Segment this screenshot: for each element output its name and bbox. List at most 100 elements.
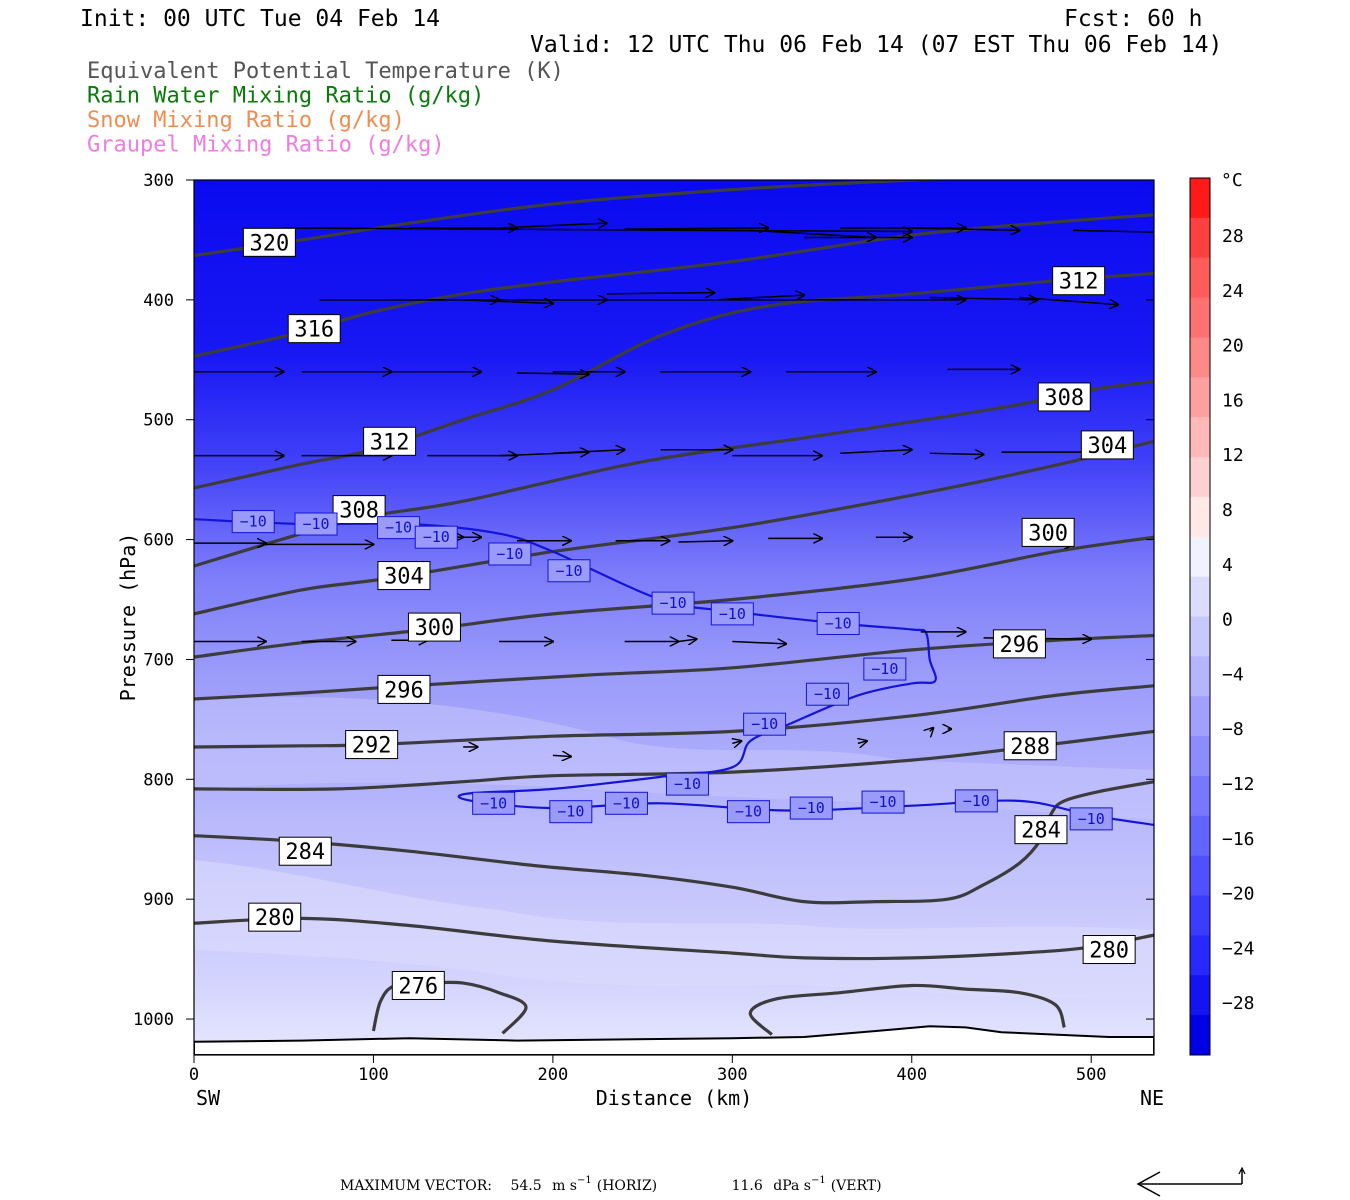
svg-text:−10: −10 [496,545,523,563]
colorbar-unit: °C [1221,170,1243,191]
temperature-contour-label: −10 [710,602,754,626]
y-axis: 300 400 500 600 700 800 900 1000 [133,171,1154,1030]
colorbar-swatch [1190,696,1210,737]
colorbar-swatch [1190,656,1210,697]
svg-text:−10: −10 [963,792,990,810]
theta-e-contour-label: 292 [345,730,399,760]
y-tick-label: 800 [143,770,174,790]
theta-e-contour [194,180,948,258]
temperature-contour-label: −10 [472,791,516,815]
theta-e-contour-label: 296 [377,674,431,704]
colorbar-swatch [1190,975,1210,1016]
temperature-contour-label: −10 [789,796,833,820]
wind-vector [750,229,876,237]
x-tick-label: 300 [717,1065,748,1085]
horiz-exp: −1 [577,1175,592,1186]
svg-text:−10: −10 [480,794,507,812]
wind-vector [552,450,625,454]
field-legend-item: Equivalent Potential Temperature (K) [87,59,564,84]
colorbar-swatch [1190,457,1210,498]
theta-e-contour [194,684,1154,749]
colorbar-label: 16 [1222,390,1244,411]
theta-e-contour-label: 312 [1052,266,1106,296]
shading-band [194,696,1154,820]
svg-text:−10: −10 [869,793,896,811]
svg-text:308: 308 [339,499,379,524]
colorbar-swatch [1190,257,1210,299]
temperature-contour-label: −10 [726,800,770,824]
theta-e-contour-label: 288 [1003,731,1057,761]
theta-e-contour-label: 312 [363,426,417,456]
temperature-contour-label: −10 [954,789,998,813]
theta-e-contour-label: 300 [407,612,461,642]
temperature-contour-label: −10 [816,611,860,635]
svg-text:276: 276 [398,974,438,999]
wind-vector [714,295,804,301]
svg-text:312: 312 [1059,270,1099,295]
y-tick-label: 900 [143,890,174,910]
wind-vector [858,741,867,743]
wind-vector [624,228,769,229]
temperature-labels: −10 −10 −10−10−10−10−10−10−10−10−10−10−10−… [231,510,1113,831]
temperature-contour-label: −10 [294,512,338,536]
wind-vector [1019,296,1118,304]
y-tick-label: 400 [143,291,174,311]
svg-text:284: 284 [285,840,325,865]
colorbar-swatch [1190,895,1210,936]
wind-vector [499,223,607,229]
theta-e-contour-label: 296 [992,629,1046,659]
svg-text:−10: −10 [814,685,841,703]
svg-text:−10: −10 [555,562,582,580]
field-legend-item: Graupel Mixing Ratio (g/kg) [87,133,445,158]
svg-text:−10: −10 [613,794,640,812]
y-tick-label: 1000 [133,1010,174,1030]
svg-text:−10: −10 [719,605,746,623]
horiz-tag: (HORIZ) [597,1178,657,1194]
x-tick-label: 400 [896,1065,927,1085]
theta-e-contour [194,916,1154,961]
temperature-contour-label: −10 [231,510,275,534]
vert-exp: −1 [811,1175,826,1186]
svg-text:−10: −10 [751,715,778,733]
temperature-contour-label: −10 [604,791,648,815]
wind-vector [839,450,912,454]
svg-text:320: 320 [249,231,289,256]
temperature-contour-label: −10 [665,772,709,796]
theta-e-contour [748,983,1066,1036]
y-axis-label: Pressure (hPa) [116,533,140,702]
init-time: Init: 00 UTC Tue 04 Feb 14 [80,6,440,32]
temperature-contour-label: −10 [805,682,849,706]
colorbar-swatch [1190,377,1210,418]
theta-e-contour-label: 284 [278,836,332,866]
wind-vector [911,228,1020,230]
svg-text:−10: −10 [385,519,412,537]
colorbar-label: 20 [1222,336,1244,357]
field-legend-item: Rain Water Mixing Ratio (g/kg) [87,84,484,109]
svg-text:300: 300 [415,616,455,641]
temperature-contour-label: −10 [414,525,458,549]
temperature-contour-label: −10 [861,790,905,814]
temperature-contour-label: −10 [863,657,907,681]
svg-text:304: 304 [384,565,424,590]
theta-e-contour-label: 308 [1037,382,1091,412]
svg-text:−10: −10 [674,775,701,793]
colorbar-label: −12 [1222,774,1255,795]
shading-band [194,860,1154,1000]
colorbar-swatch [1190,576,1210,617]
svg-text:−10: −10 [557,803,584,821]
svg-text:292: 292 [352,734,392,759]
colorbar-label: −28 [1222,993,1255,1014]
theta-e-contour-label: 280 [248,902,302,932]
svg-text:−10: −10 [660,594,687,612]
valid-time: Valid: 12 UTC Thu 06 Feb 14 (07 EST Thu … [530,32,1222,58]
theta-e-contour-label: 304 [377,561,431,591]
horiz-value: 54.5 [510,1178,541,1194]
vert-tag: (VERT) [831,1178,882,1194]
temperature-contour-label: −10 [547,559,591,583]
colorbar-label: 8 [1222,500,1233,521]
temperature-contour-label: −10 [488,542,532,566]
temperature-contour-label: −10 [743,712,787,736]
